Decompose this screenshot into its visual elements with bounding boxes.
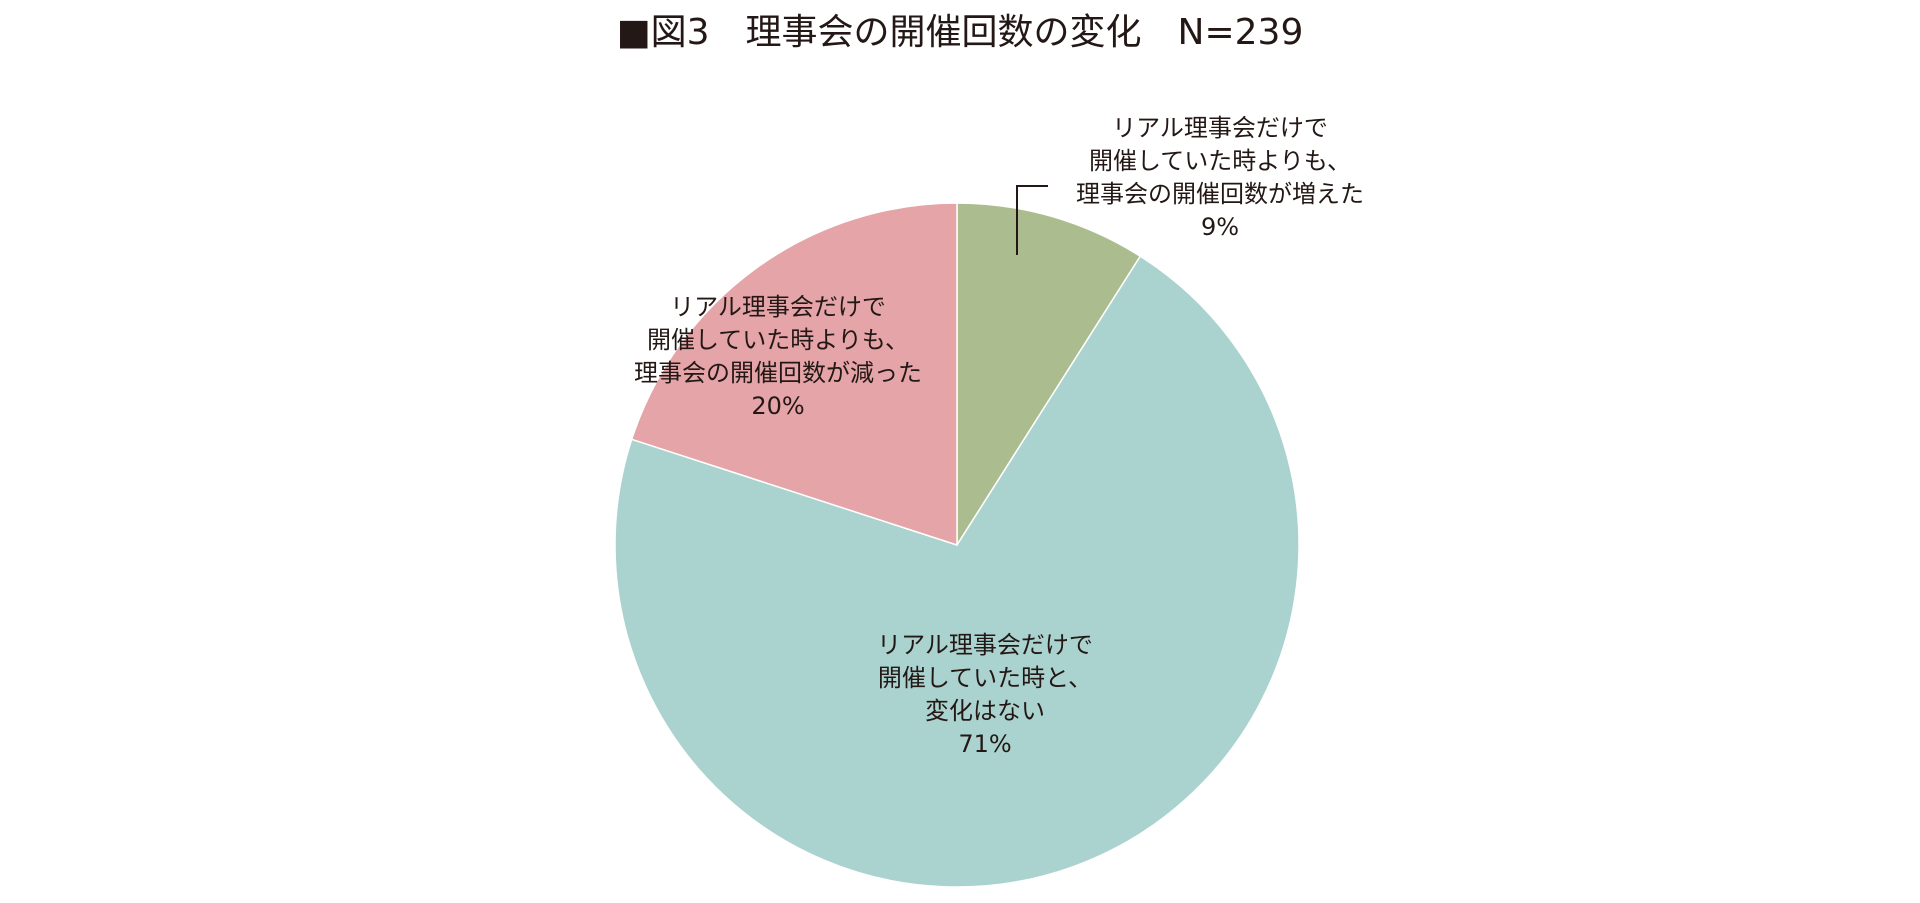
leader-lines <box>1016 185 1048 255</box>
slice-label-line: 理事会の開催回数が増えた <box>1076 180 1364 208</box>
slice-label-line: 開催していた時よりも、 <box>1089 147 1351 175</box>
chart-title: ■図3 理事会の開催回数の変化 N=239 <box>617 12 1304 53</box>
slice-labels: リアル理事会だけで開催していた時よりも、理事会の開催回数が増えた9%リアル理事会… <box>634 114 1364 758</box>
pie-slices <box>614 202 1300 888</box>
slice-label-line: リアル理事会だけで <box>1112 114 1328 142</box>
pie-slice-1 <box>956 202 1142 548</box>
pie-slice-2 <box>614 255 1300 888</box>
slice-value-label: 20% <box>751 392 804 420</box>
pie-slice-3 <box>630 202 958 547</box>
slice-label-line: 変化はない <box>925 697 1045 725</box>
slice-label-line: 開催していた時よりも、 <box>647 326 909 354</box>
slice-label-line: 開催していた時と、 <box>878 664 1092 692</box>
slice-value-label: 71% <box>958 730 1011 758</box>
slice-value-label: 9% <box>1201 213 1239 241</box>
slice-label-line: 理事会の開催回数が減った <box>634 359 922 387</box>
slice-label-line: リアル理事会だけで <box>670 293 886 321</box>
slice-label-line: リアル理事会だけで <box>877 631 1093 659</box>
leader-line <box>1016 185 1048 255</box>
